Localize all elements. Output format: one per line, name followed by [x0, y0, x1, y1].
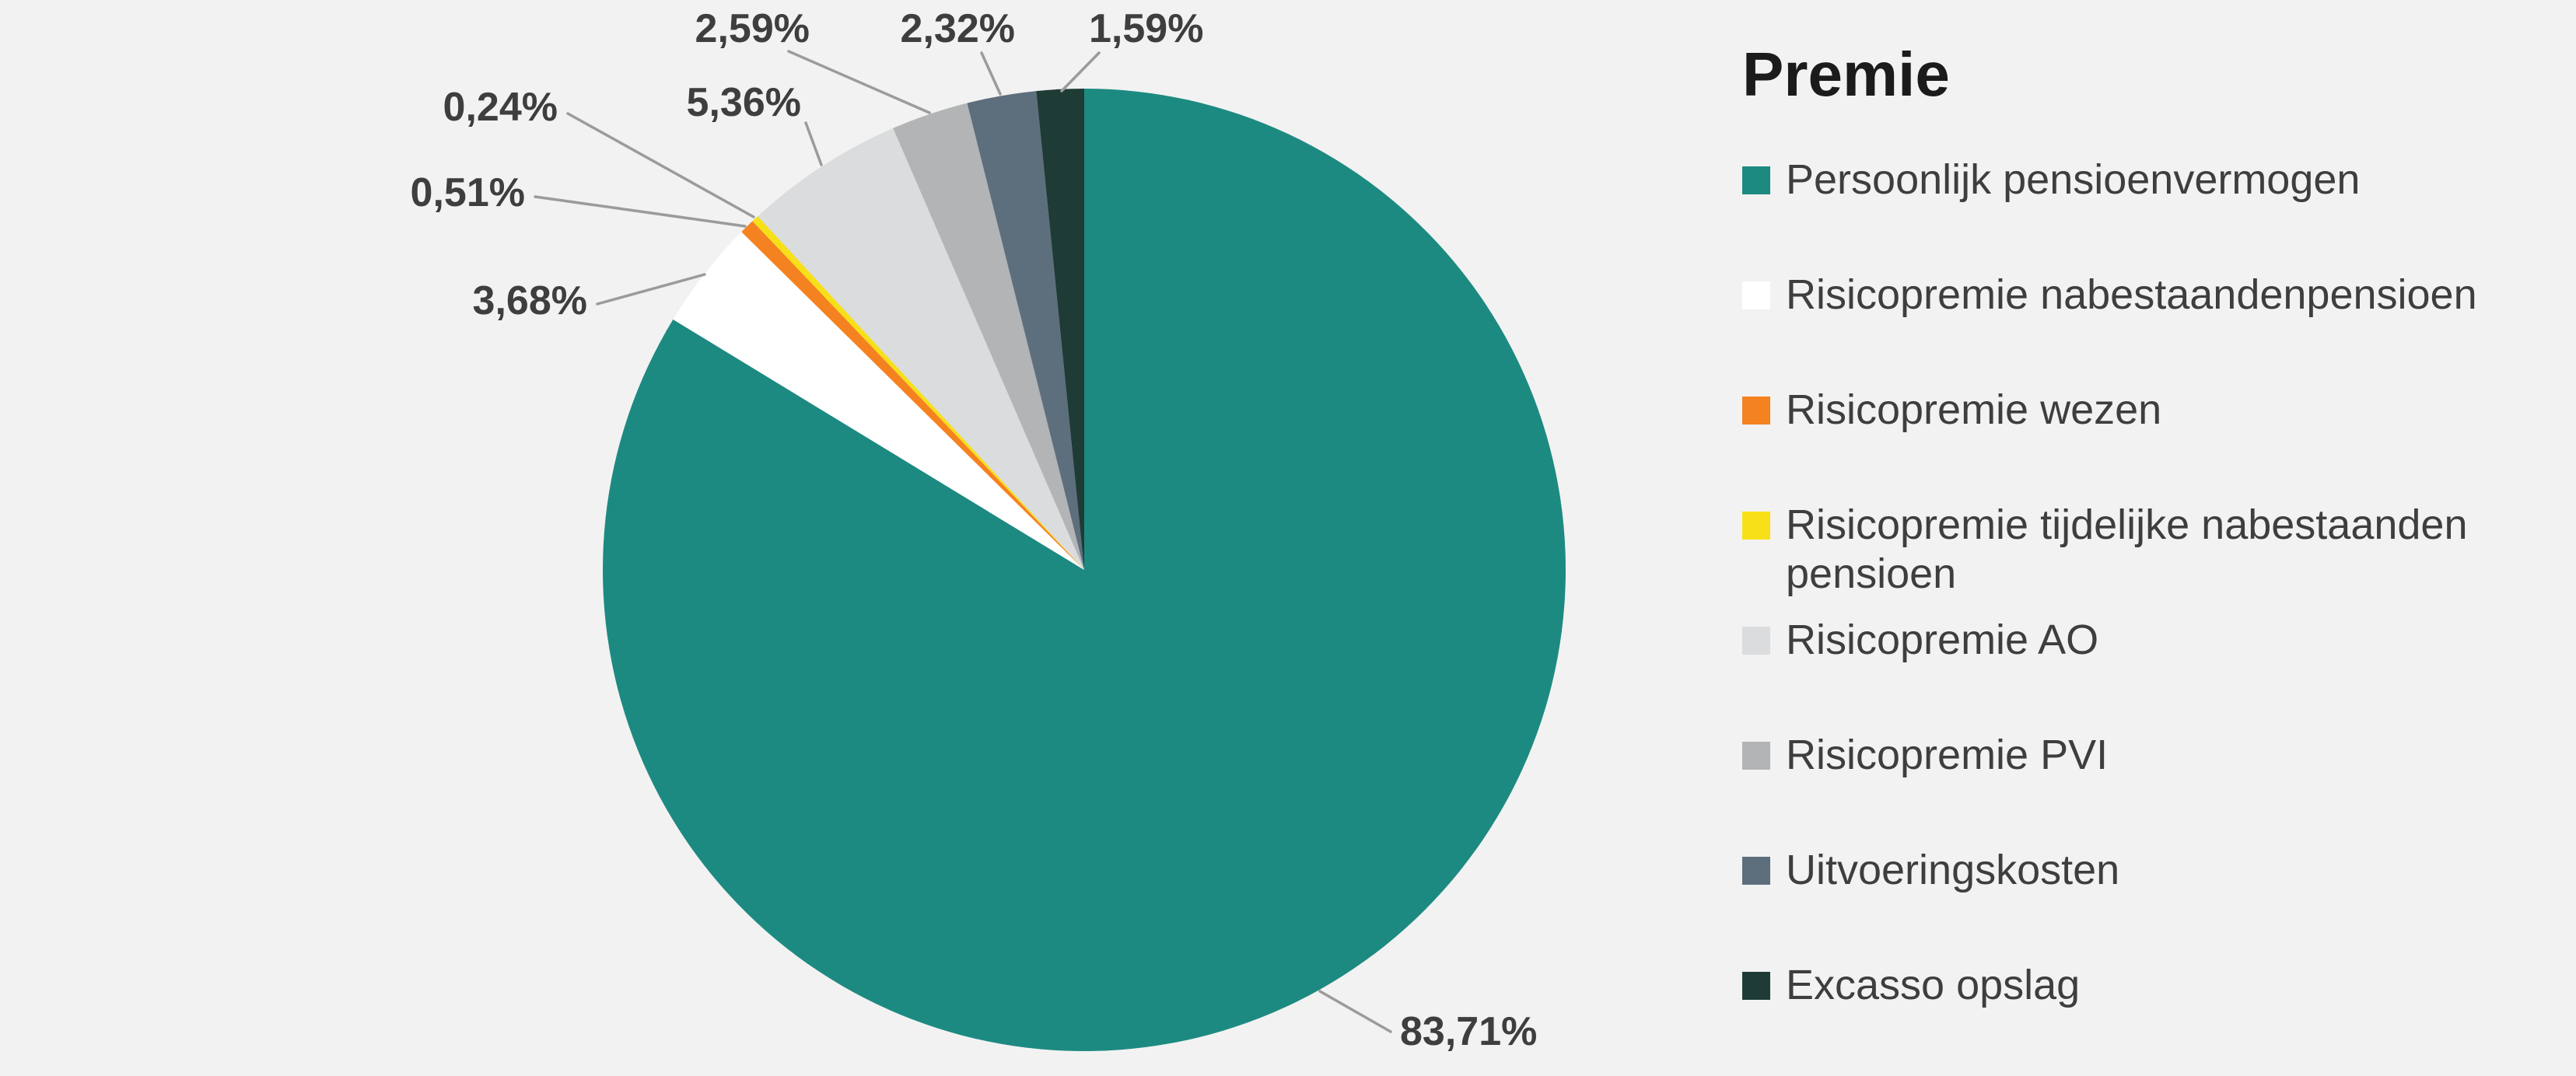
legend-item-uitvoeringskosten: Uitvoeringskosten	[1742, 846, 2559, 961]
leader-line-risicopremie-wezen	[534, 195, 747, 228]
leader-line-uitvoeringskosten	[980, 51, 1002, 96]
pct-label-uitvoeringskosten: 2,32%	[901, 6, 1015, 51]
legend-swatch-persoonlijk-pensioenvermogen	[1742, 166, 1770, 194]
pct-label-risicopremie-nabestaandenpensioen: 3,68%	[473, 278, 587, 323]
legend-swatch-risicopremie-nabestaandenpensioen	[1742, 281, 1770, 309]
legend-items: Persoonlijk pensioenvermogen Risicopremie…	[1742, 155, 2559, 1076]
legend-swatch-risicopremie-pvi	[1742, 742, 1770, 770]
leader-line-risicopremie-ao	[804, 121, 823, 166]
pie-slice-risicopremie-tijdelijke-nabestaanden-pensioen	[752, 216, 1084, 570]
legend-item-risicopremie-nabestaandenpensioen: Risicopremie nabestaandenpensioen	[1742, 271, 2559, 386]
leader-line-risicopremie-pvi	[787, 50, 931, 114]
legend-swatch-risicopremie-tijdelijke-nabestaanden-pensioen	[1742, 512, 1770, 540]
legend-item-risicopremie-wezen: Risicopremie wezen	[1742, 386, 2559, 501]
pct-label-risicopremie-pvi: 2,59%	[695, 6, 810, 51]
legend-item-excasso-opslag: Excasso opslag	[1742, 961, 2559, 1076]
legend-label: Risicopremie AO	[1786, 617, 2099, 663]
legend-label: Uitvoeringskosten	[1786, 847, 2120, 893]
legend-item-risicopremie-ao: Risicopremie AO	[1742, 616, 2559, 731]
pct-label-risicopremie-wezen: 0,51%	[411, 170, 525, 215]
legend-swatch-risicopremie-ao	[1742, 627, 1770, 655]
leader-line-risicopremie-tijdelijke-nabestaanden-pensioen	[566, 112, 755, 218]
legend-swatch-uitvoeringskosten	[1742, 857, 1770, 885]
legend: Premie Persoonlijk pensioenvermogen Risic…	[1742, 39, 2559, 1076]
legend-swatch-risicopremie-wezen	[1742, 397, 1770, 424]
leader-line-excasso-opslag	[1060, 51, 1101, 93]
leader-line-risicopremie-nabestaandenpensioen	[596, 273, 706, 306]
legend-label: Risicopremie tijdelijke nabestaanden pen…	[1786, 501, 2468, 597]
pie-slice-risicopremie-pvi	[893, 103, 1084, 571]
legend-label: Risicopremie nabestaandenpensioen	[1786, 271, 2477, 318]
legend-item-risicopremie-pvi: Risicopremie PVI	[1742, 731, 2559, 846]
pie-slice-risicopremie-ao	[758, 128, 1084, 570]
pie-slice-excasso-opslag	[1036, 89, 1084, 570]
legend-item-persoonlijk-pensioenvermogen: Persoonlijk pensioenvermogen	[1742, 155, 2559, 271]
pie-slice-uitvoeringskosten	[967, 91, 1084, 571]
leader-line-persoonlijk-pensioenvermogen	[1318, 990, 1392, 1033]
legend-label: Risicopremie wezen	[1786, 386, 2162, 433]
legend-label: Persoonlijk pensioenvermogen	[1786, 156, 2361, 203]
legend-item-risicopremie-tijdelijke-nabestaanden-pensioen: Risicopremie tijdelijke nabestaanden pen…	[1742, 501, 2559, 616]
legend-title: Premie	[1742, 40, 1950, 109]
pie-slice-persoonlijk-pensioenvermogen	[602, 89, 1566, 1051]
legend-swatch-excasso-opslag	[1742, 972, 1770, 1000]
pct-label-risicopremie-tijdelijke-nabestaanden-pensioen: 0,24%	[443, 85, 558, 130]
pct-label-persoonlijk-pensioenvermogen: 83,71%	[1400, 1009, 1537, 1054]
pie-slice-risicopremie-nabestaandenpensioen	[673, 232, 1084, 570]
legend-label: Excasso opslag	[1786, 962, 2081, 1008]
legend-label: Risicopremie PVI	[1786, 732, 2109, 778]
pct-label-risicopremie-ao: 5,36%	[687, 80, 801, 125]
pie-slice-risicopremie-wezen	[741, 221, 1084, 570]
pct-label-excasso-opslag: 1,59%	[1089, 6, 1203, 51]
